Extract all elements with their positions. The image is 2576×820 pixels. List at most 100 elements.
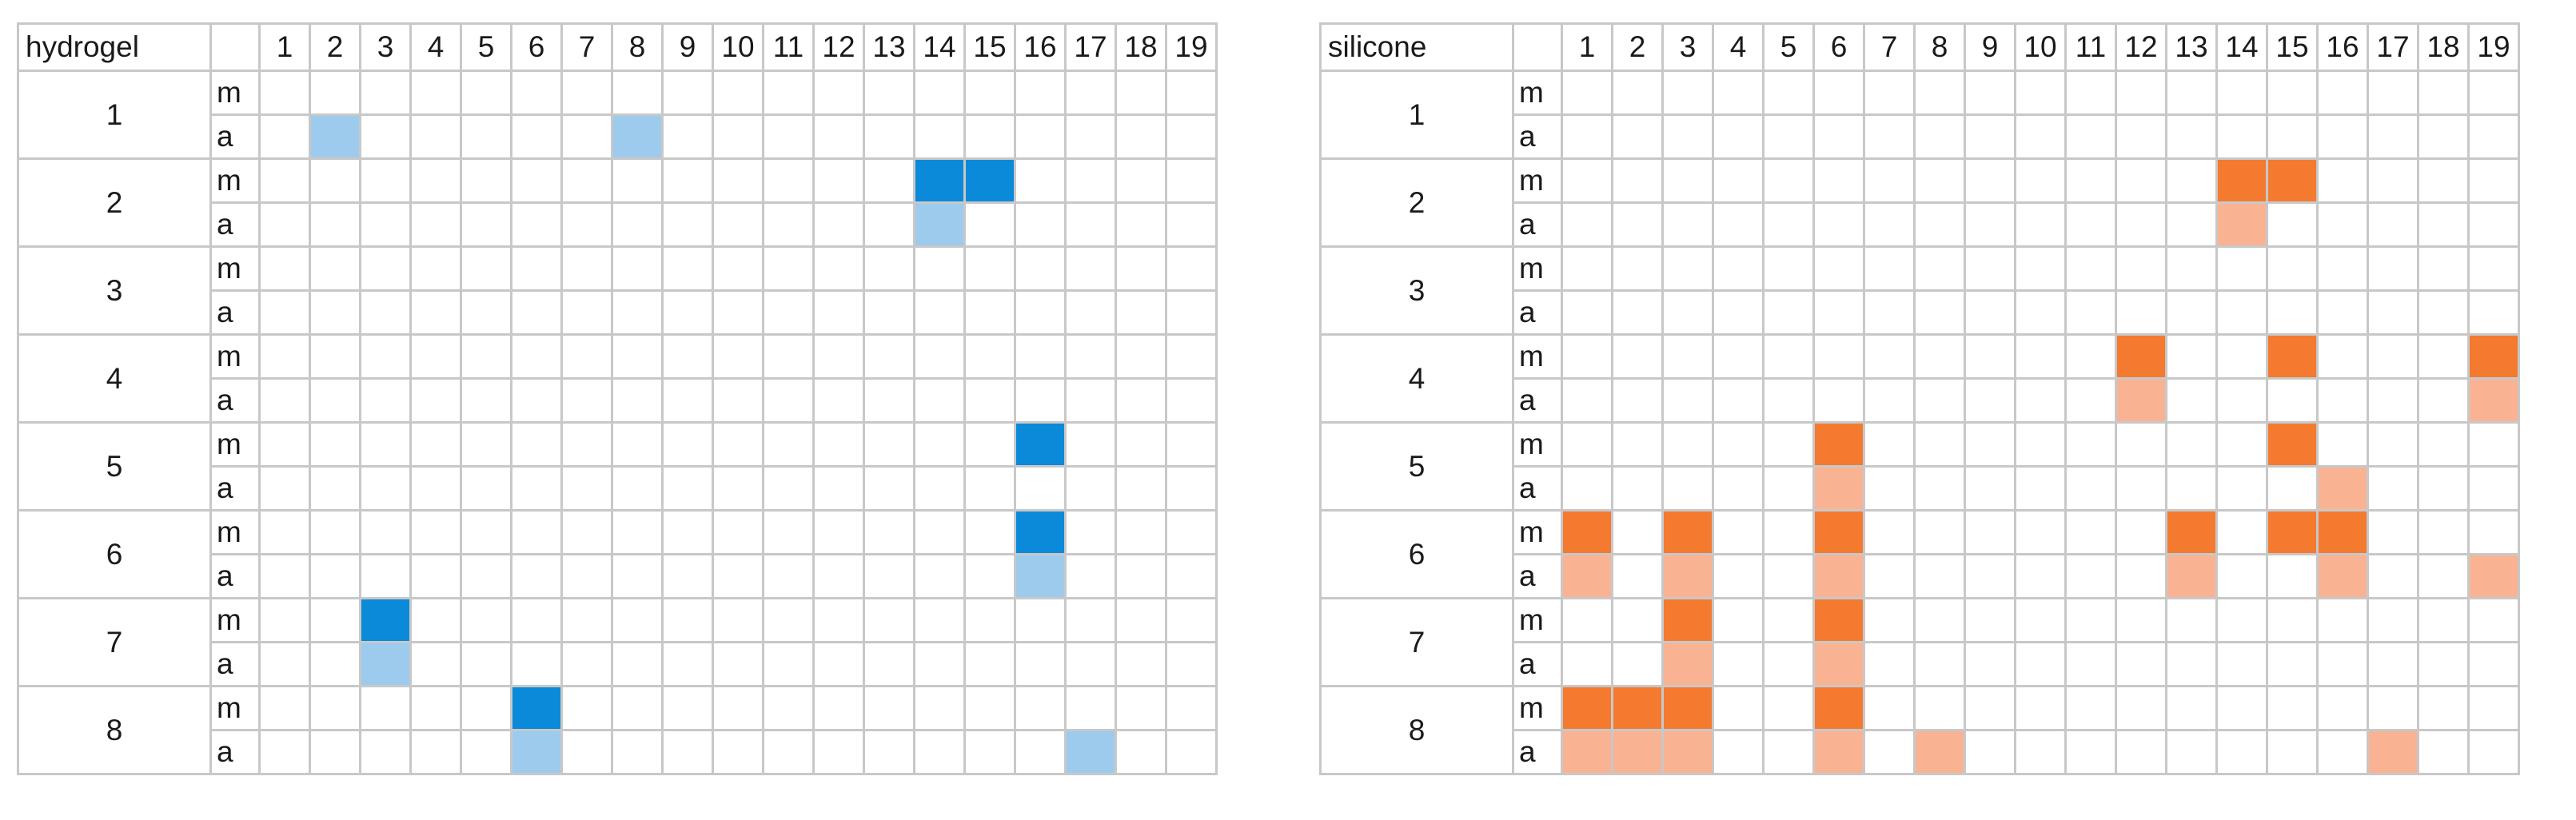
grid-cell [2467, 245, 2520, 292]
column-label: 5 [460, 22, 512, 72]
grid-cell [560, 245, 613, 292]
grid-cell [1165, 597, 1218, 643]
grid-cell [2266, 465, 2319, 512]
grid-cell [712, 597, 764, 643]
grid-cell [258, 245, 311, 292]
grid-cell [1014, 113, 1067, 160]
column-label: 1 [1561, 22, 1613, 72]
grid-cell [1812, 333, 1865, 380]
grid-cell [1064, 597, 1117, 643]
grid-cell [409, 113, 462, 160]
grid-cell [661, 245, 714, 292]
table-row: a [1321, 729, 2520, 775]
grid-cell [2266, 113, 2319, 160]
grid-cell [2417, 113, 2470, 160]
grid-cell [1115, 377, 1167, 424]
grid-cell [1964, 729, 2016, 775]
grid-cell [1964, 685, 2016, 731]
marked-cell [1064, 729, 1117, 775]
grid-cell [560, 685, 613, 731]
grid-cell [1661, 333, 1714, 380]
marked-cell [2165, 509, 2218, 555]
grid-cell [1115, 201, 1167, 248]
grid-cell [1611, 201, 1664, 248]
grid-cell [1762, 597, 1815, 643]
column-label: 19 [2467, 22, 2520, 72]
grid-cell [1014, 333, 1067, 380]
grid-cell [2014, 201, 2067, 248]
grid-cell [812, 553, 865, 599]
grid-cell [1913, 289, 1966, 336]
marked-cell [2316, 509, 2369, 555]
grid-cell [1014, 597, 1067, 643]
grid-cell [762, 685, 815, 731]
grid-cell [963, 729, 1016, 775]
grid-cell [913, 641, 966, 687]
grid-cell [2316, 70, 2369, 116]
grid-cell [913, 113, 966, 160]
grid-cell [309, 465, 361, 512]
grid-cell [1712, 597, 1765, 643]
grid-cell [1165, 685, 1218, 731]
marked-cell [2467, 377, 2520, 424]
grid-cell [560, 421, 613, 468]
grid-cell [1115, 333, 1167, 380]
marked-cell [1812, 685, 1865, 731]
grid-cell [611, 201, 664, 248]
grid-cell [2215, 421, 2268, 468]
grid-cell [661, 465, 714, 512]
grid-cell [510, 597, 563, 643]
grid-cell [510, 553, 563, 599]
grid-cell [661, 333, 714, 380]
grid-cell [1964, 289, 2016, 336]
grid-cell [1712, 245, 1765, 292]
grid-cell [1863, 245, 1916, 292]
grid-cell [409, 465, 462, 512]
grid-cell [1863, 157, 1916, 204]
grid-cell [2064, 333, 2117, 380]
column-label: 11 [762, 22, 815, 72]
grid-cell [712, 641, 764, 687]
grid-cell [2367, 597, 2419, 643]
grid-cell [1762, 553, 1815, 599]
grid-cell [2165, 421, 2218, 468]
grid-cell [661, 509, 714, 555]
grid-cell [2014, 465, 2067, 512]
grid-cell [1762, 245, 1815, 292]
grid-cell [1165, 245, 1218, 292]
grid-cell [1964, 333, 2016, 380]
grid-cell [409, 245, 462, 292]
grid-cell [661, 685, 714, 731]
grid-cell [1661, 465, 1714, 512]
grid-cell [2467, 509, 2520, 555]
grid-cell [2115, 641, 2167, 687]
marked-cell [1913, 729, 1966, 775]
grid-cell [1863, 509, 1916, 555]
table-row: a [1321, 553, 2520, 599]
header-spacer [209, 22, 261, 72]
table-row: a [18, 729, 1218, 775]
grid-cell [2367, 289, 2419, 336]
grid-cell [712, 157, 764, 204]
grid-cell [661, 289, 714, 336]
grid-cell [2115, 465, 2167, 512]
grid-cell [1863, 333, 1916, 380]
grid-cell [1964, 377, 2016, 424]
grid-cell [2367, 685, 2419, 731]
sub-row-label: m [209, 70, 261, 116]
grid-cell [863, 597, 915, 643]
grid-cell [812, 245, 865, 292]
grid-cell [913, 685, 966, 731]
grid-cell [2014, 113, 2067, 160]
grid-cell [409, 289, 462, 336]
grid-cell [2467, 465, 2520, 512]
grid-cell [2316, 377, 2369, 424]
grid-cell [1165, 553, 1218, 599]
column-label: 7 [1863, 22, 1916, 72]
grid-cell [359, 421, 412, 468]
sub-row-label: a [209, 729, 261, 775]
column-label: 3 [359, 22, 412, 72]
column-label: 10 [712, 22, 764, 72]
